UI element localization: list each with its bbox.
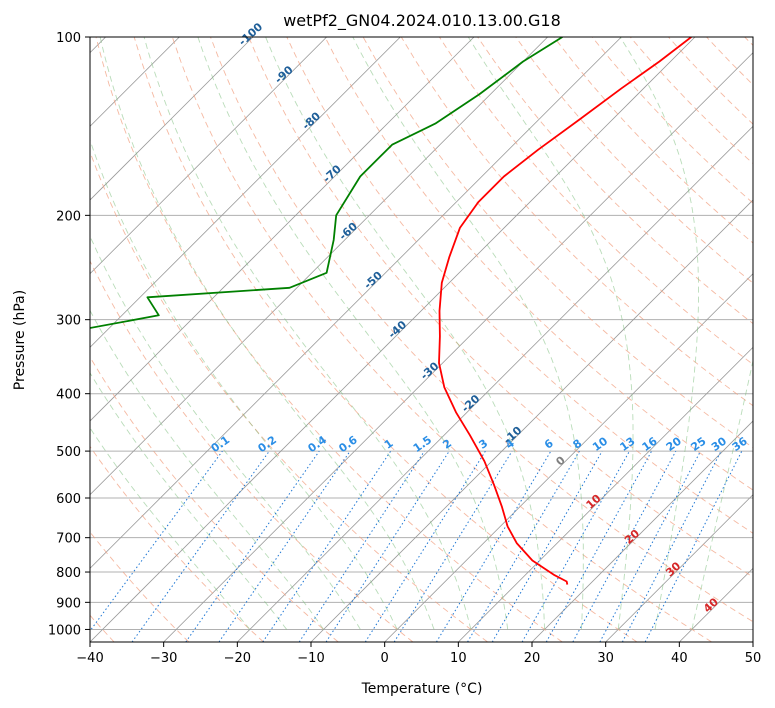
y-tick-label: 900 xyxy=(56,596,81,611)
x-axis-title: Temperature (°C) xyxy=(361,681,483,697)
x-tick-label: −10 xyxy=(297,651,324,666)
plot-frame xyxy=(89,36,754,643)
moist-adiabat-line xyxy=(467,37,634,630)
isotherm-line xyxy=(90,37,327,275)
mixing-ratio-line xyxy=(572,450,677,642)
isotherm-line xyxy=(531,420,753,642)
moist-adiabat-line xyxy=(90,372,288,630)
isotherm-line xyxy=(90,37,696,642)
dry-adiabat-line xyxy=(515,37,753,284)
moist-adiabat-line xyxy=(90,309,324,630)
isotherm-line xyxy=(384,273,753,642)
x-tick-label: −20 xyxy=(224,651,251,666)
mixing-ratio-line xyxy=(491,450,603,642)
x-tick-label: 20 xyxy=(524,651,541,666)
y-tick-label: 700 xyxy=(56,532,81,547)
isotherm-line xyxy=(752,641,753,642)
plot-background xyxy=(90,37,753,642)
isotherm-line xyxy=(90,37,254,201)
isotherm-line xyxy=(605,494,753,642)
mixing-ratio-line xyxy=(435,450,552,642)
x-tick-label: 40 xyxy=(671,651,688,666)
x-tick-label: 10 xyxy=(450,651,467,666)
isotherm-line xyxy=(90,37,548,496)
dry-adiabat-line xyxy=(210,37,753,623)
mixing-ratio-line xyxy=(325,450,450,642)
y-tick-label: 100 xyxy=(56,31,81,46)
x-tick-label: −40 xyxy=(76,651,103,666)
dry-adiabat-line xyxy=(324,37,753,491)
mixing-ratio-line xyxy=(545,450,653,642)
isotherm-line xyxy=(237,125,753,642)
isotherm-line xyxy=(90,37,401,348)
mixing-ratio-line xyxy=(393,450,513,642)
moist-adiabat-line xyxy=(90,235,361,630)
isotherm-line xyxy=(90,37,475,422)
dry-adiabat-line xyxy=(286,37,753,534)
dry-adiabat-line xyxy=(90,356,339,642)
mixing-ratio-line xyxy=(521,450,630,642)
moist-adiabat-line xyxy=(99,37,435,630)
profile-line-0 xyxy=(438,37,692,585)
mixing-ratio-line xyxy=(185,450,320,642)
mixing-ratio-line xyxy=(218,450,351,642)
axis-layer: −40 −30 −20 −10 0 10 20 30 40 50 100 200 300 400 500 60… xyxy=(48,31,761,666)
dry-adiabat-line xyxy=(90,445,264,642)
y-axis-title: Pressure (hPa) xyxy=(12,290,28,390)
y-tick-label: 600 xyxy=(56,492,81,507)
mixing-ratio-line xyxy=(364,450,486,642)
isotherm-line xyxy=(163,52,753,642)
data-layer xyxy=(90,37,692,585)
mixing-ratio-line xyxy=(467,450,580,642)
moist-adiabat-line xyxy=(619,37,699,630)
dry-adiabat-line xyxy=(248,37,753,578)
moist-adiabat-line xyxy=(90,427,251,630)
dry-adiabat-line xyxy=(95,37,563,642)
moist-adiabat-line xyxy=(352,37,584,630)
y-tick-label: 1000 xyxy=(48,623,81,638)
y-tick-label: 500 xyxy=(56,445,81,460)
x-tick-label: 50 xyxy=(745,651,762,666)
isotherm-line xyxy=(458,346,753,642)
y-tick-label: 200 xyxy=(56,209,81,224)
y-tick-label: 800 xyxy=(56,566,81,581)
moist-adiabat-line xyxy=(143,37,472,630)
dry-adiabat-line xyxy=(171,37,712,642)
y-tick-label: 400 xyxy=(56,388,81,403)
grid-layer xyxy=(90,37,753,642)
dry-adiabat-line xyxy=(90,259,414,642)
y-tick-label: 300 xyxy=(56,314,81,329)
moist-adiabat-line xyxy=(197,37,509,630)
isotherm-line xyxy=(90,37,622,569)
profile-line-1 xyxy=(90,37,563,329)
dry-adiabat-line xyxy=(133,37,638,642)
moist-adiabat-line xyxy=(691,358,753,630)
chart-title: wetPf2_GN04.2024.010.13.00.G18 xyxy=(283,11,561,31)
x-tick-label: 0 xyxy=(381,651,389,666)
moist-adiabat-line xyxy=(265,37,546,630)
moist-adiabat-line xyxy=(90,138,398,630)
x-tick-label: −30 xyxy=(150,651,177,666)
x-tick-label: 30 xyxy=(597,651,614,666)
